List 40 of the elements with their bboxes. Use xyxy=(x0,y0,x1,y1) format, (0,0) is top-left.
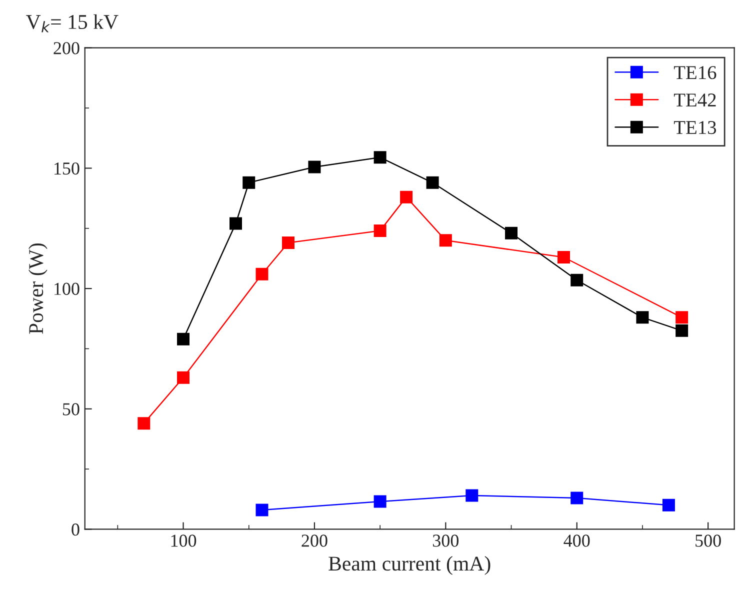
point xyxy=(282,236,294,250)
y-axis-title: Power (W) xyxy=(28,243,48,334)
point xyxy=(374,224,386,238)
point xyxy=(256,504,268,516)
point xyxy=(374,151,386,164)
y-tick-label: 150 xyxy=(54,162,80,175)
x-axis-title: Beam current (mA) xyxy=(328,556,490,575)
point xyxy=(177,332,190,346)
point xyxy=(439,234,452,247)
point xyxy=(558,250,570,264)
x-tick-label: 500 xyxy=(696,534,721,547)
point xyxy=(676,324,688,337)
x-tick-label: 400 xyxy=(564,534,590,547)
y-tick-label: 0 xyxy=(72,523,80,536)
point xyxy=(308,160,321,174)
point xyxy=(242,176,256,189)
point xyxy=(636,311,649,324)
point xyxy=(662,498,675,512)
chart-title: V$_{k}$= 15 kV xyxy=(26,14,118,32)
legend-label: TE42 xyxy=(674,94,716,106)
point xyxy=(374,495,386,508)
y-tick-label: 100 xyxy=(54,282,80,295)
point xyxy=(570,274,584,286)
point xyxy=(426,176,439,189)
x-tick-label: 200 xyxy=(302,534,328,547)
legend-label: TE16 xyxy=(674,66,716,80)
point xyxy=(400,190,413,204)
point xyxy=(177,371,190,384)
point xyxy=(505,226,518,240)
point xyxy=(138,417,150,430)
legend-label: TE13 xyxy=(674,121,716,134)
x-tick-label: 300 xyxy=(432,534,459,547)
point xyxy=(256,268,268,280)
x-tick-label: 100 xyxy=(171,534,196,547)
y-tick-label: 200 xyxy=(54,42,80,54)
point xyxy=(466,489,478,502)
point xyxy=(676,311,688,324)
point xyxy=(230,217,242,230)
y-tick-label: 50 xyxy=(63,403,80,416)
point xyxy=(570,492,584,504)
